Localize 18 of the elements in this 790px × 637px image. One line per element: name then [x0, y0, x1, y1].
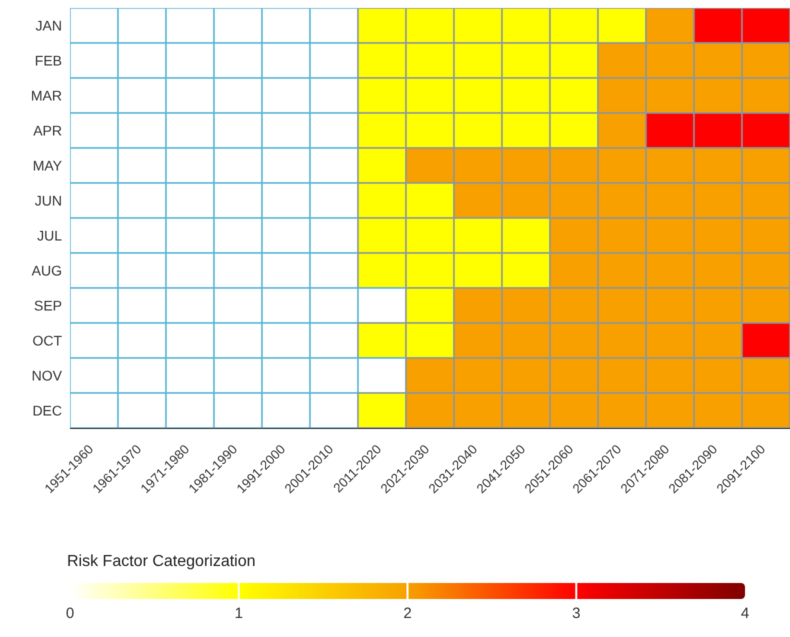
y-tick-label: NOV	[32, 367, 63, 384]
y-tick-label: APR	[33, 122, 62, 138]
y-tick-label: JAN	[36, 17, 62, 34]
color-bar-label: 4	[740, 605, 750, 622]
y-tick-label: SEP	[34, 297, 62, 314]
y-tick-label: DEC	[32, 402, 62, 418]
color-bar-title: Risk Factor Categorization	[67, 553, 256, 570]
color-bar-label: 2	[403, 605, 412, 622]
color-bar-label: 0	[66, 605, 74, 622]
y-tick-label: JUL	[37, 227, 62, 244]
y-tick-label: JUN	[34, 192, 62, 208]
y-tick-label: AUG	[32, 262, 62, 278]
y-tick-label: FEB	[34, 52, 62, 68]
y-tick-label: MAY	[32, 157, 63, 174]
color-bar-label: 3	[572, 605, 580, 622]
y-tick-label: MAR	[30, 87, 62, 104]
color-bar-label: 1	[234, 605, 243, 622]
y-tick-label: OCT	[32, 332, 62, 348]
